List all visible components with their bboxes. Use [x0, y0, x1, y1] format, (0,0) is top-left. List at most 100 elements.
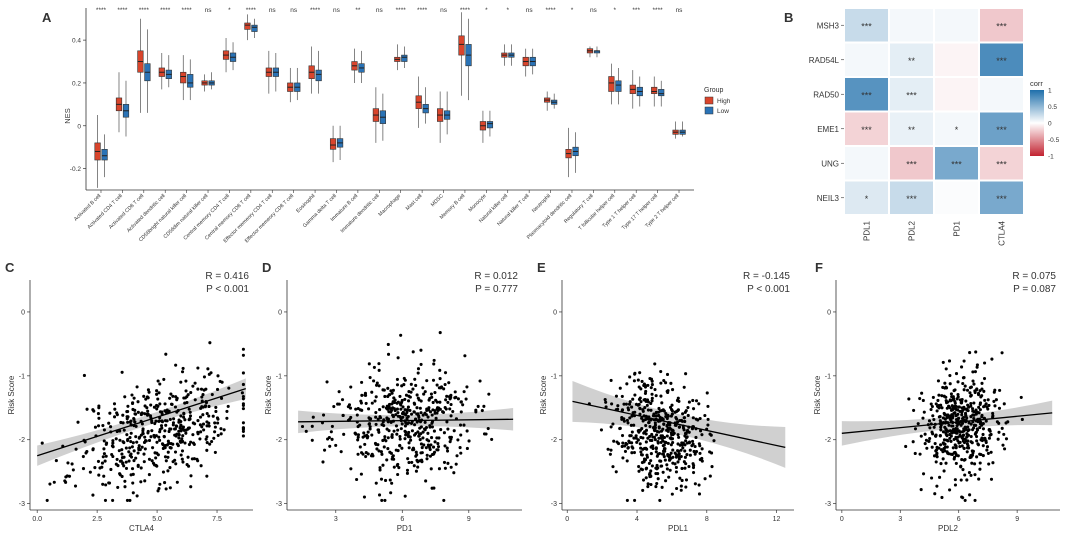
e-data-point [635, 440, 639, 444]
c-data-point [218, 379, 222, 383]
c-data-point [205, 424, 209, 428]
a-y-tick-label: 0.2 [72, 80, 81, 87]
e-data-point [628, 375, 632, 379]
a-box-low [379, 93, 386, 141]
e-data-point [698, 444, 702, 448]
a-x-tick-label: Monocyte [468, 193, 488, 213]
d-data-point [372, 365, 376, 369]
a-box-low [593, 46, 601, 58]
c-data-point [187, 418, 191, 422]
c-data-point [200, 395, 204, 399]
a-box-body [658, 89, 665, 97]
b-colorbar-tick-label: 0 [1048, 121, 1052, 128]
e-data-point [684, 439, 688, 443]
f-data-point [939, 443, 943, 447]
c-data-point [210, 439, 214, 444]
e-data-point [657, 430, 661, 434]
d-data-point [464, 397, 468, 401]
d-data-point [435, 436, 439, 440]
e-data-point [663, 449, 667, 453]
e-p-value-label: P < 0.001 [747, 284, 790, 295]
c-data-point [127, 459, 131, 463]
d-data-point [363, 442, 367, 446]
f-data-point [977, 405, 981, 409]
c-data-point [131, 472, 135, 476]
a-significance-label: * [506, 7, 509, 14]
d-data-point [428, 446, 432, 450]
c-data-point [98, 466, 102, 470]
d-data-point [375, 447, 379, 451]
e-data-point [640, 416, 644, 420]
f-data-point [967, 405, 971, 409]
d-data-point [405, 471, 409, 475]
d-data-point [382, 445, 386, 449]
d-data-point [404, 393, 409, 397]
panel-label-d: D [262, 260, 271, 275]
c-data-point [139, 480, 143, 484]
c-data-point [111, 445, 115, 449]
b-cell-stars: *** [906, 90, 917, 100]
e-data-point [700, 447, 704, 451]
d-points [300, 331, 494, 502]
b-heatmap-cell [890, 78, 933, 111]
a-box-body [608, 76, 615, 92]
a-legend-title: Group [704, 87, 724, 94]
f-data-point [954, 452, 958, 456]
c-data-point [163, 402, 167, 406]
c-data-point [102, 428, 106, 432]
c-data-point [169, 427, 173, 431]
c-data-point [129, 455, 134, 459]
e-data-point [679, 418, 684, 422]
c-data-point [162, 377, 166, 381]
d-data-point [355, 477, 359, 482]
c-data-point [164, 423, 168, 427]
e-data-point [683, 455, 687, 459]
f-data-point [927, 439, 931, 443]
c-data-point [125, 433, 129, 437]
f-data-point [904, 444, 908, 448]
a-significance-label: ns [376, 7, 384, 14]
a-legend-swatch-high [704, 96, 714, 105]
d-p-value-label: P = 0.777 [475, 284, 518, 295]
c-data-point [201, 422, 206, 426]
f-data-point [969, 385, 973, 389]
d-data-point [380, 452, 384, 456]
c-data-point [154, 419, 158, 423]
c-data-point [180, 370, 185, 374]
f-data-point [942, 394, 946, 398]
c-data-point [188, 410, 192, 414]
c-data-point [191, 384, 195, 388]
d-data-point [349, 467, 353, 471]
c-data-point [241, 434, 245, 438]
a-significance-label: * [228, 7, 231, 14]
e-data-point [658, 409, 663, 413]
d-data-point [378, 466, 382, 470]
e-data-point [648, 424, 652, 429]
e-data-point [653, 426, 657, 430]
a-legend: Group High Low [704, 87, 731, 115]
c-data-point [201, 413, 205, 417]
d-data-point [416, 465, 420, 469]
c-data-point [199, 430, 203, 434]
d-data-point [433, 440, 437, 444]
e-data-point [687, 464, 691, 469]
f-data-point [929, 402, 933, 406]
e-data-point [639, 400, 643, 404]
c-data-point [103, 498, 108, 502]
d-data-point [445, 394, 449, 398]
e-data-point [668, 405, 673, 409]
c-data-point [126, 415, 130, 419]
b-column-labels: PDL1 PDL2 PD1 CTLA4 [863, 220, 1007, 245]
f-data-point [973, 498, 977, 502]
f-data-point [943, 413, 947, 417]
c-data-point [213, 425, 217, 429]
c-data-point [202, 428, 206, 432]
e-data-point [653, 429, 657, 433]
c-data-point [155, 389, 159, 393]
c-data-point [241, 429, 245, 433]
d-data-point [391, 388, 395, 392]
e-data-point [644, 476, 648, 480]
a-significance-label: **** [139, 7, 150, 14]
e-data-point [663, 458, 667, 462]
c-data-point [241, 382, 245, 386]
